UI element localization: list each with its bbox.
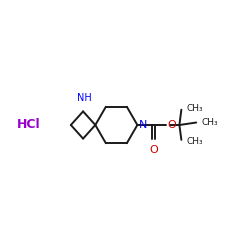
Text: HCl: HCl — [17, 118, 40, 132]
Text: O: O — [168, 120, 176, 130]
Text: O: O — [149, 145, 158, 155]
Text: CH₃: CH₃ — [202, 118, 218, 127]
Text: CH₃: CH₃ — [187, 136, 204, 145]
Text: NH: NH — [77, 94, 92, 104]
Text: CH₃: CH₃ — [187, 104, 204, 113]
Text: N: N — [139, 120, 147, 130]
